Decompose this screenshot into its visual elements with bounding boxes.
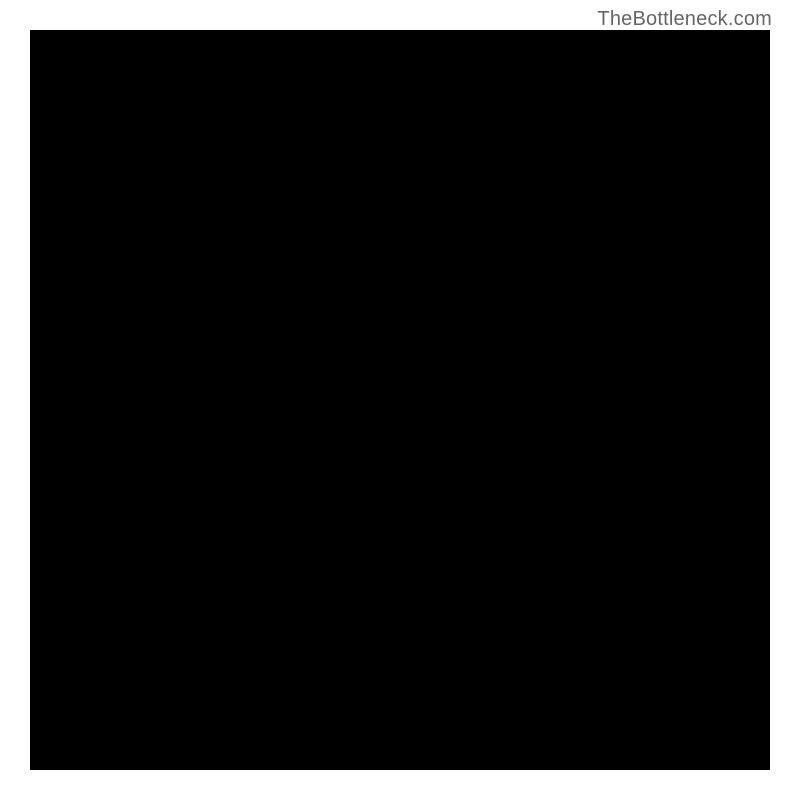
crosshair-horizontal [60,740,740,741]
crosshair-vertical [60,60,61,740]
watermark-text: TheBottleneck.com [597,8,772,31]
crosshair-marker [54,734,66,746]
heatmap-canvas [60,60,740,740]
heatmap-plot [60,60,740,740]
chart-frame [30,30,770,770]
